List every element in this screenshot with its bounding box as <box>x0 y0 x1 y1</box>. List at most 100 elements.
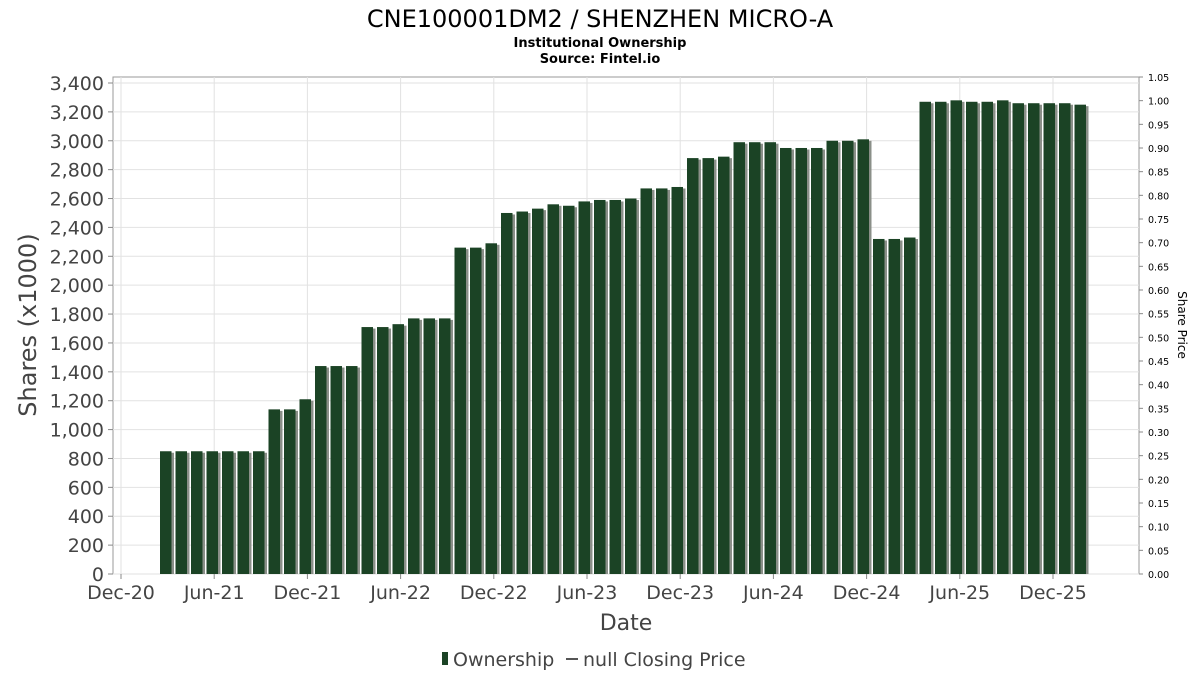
y2-tick-label: 0.10 <box>1148 523 1169 534</box>
ownership-bar <box>175 451 187 574</box>
ownership-bar <box>609 199 621 575</box>
ownership-bar <box>1059 103 1071 574</box>
x-tick-label: Jun-25 <box>928 582 990 604</box>
x-tick-label: Dec-21 <box>273 582 341 604</box>
ownership-bar <box>811 147 823 574</box>
ownership-bar <box>656 188 668 574</box>
ownership-bar <box>392 324 404 574</box>
y-tick-label: 200 <box>68 535 104 557</box>
ownership-bar <box>842 140 854 574</box>
ownership-bar <box>826 140 838 574</box>
ownership-bar <box>408 318 420 574</box>
y2-tick-label: 0.95 <box>1148 120 1169 131</box>
y-tick-label: 800 <box>68 448 104 470</box>
y2-tick-label: 0.80 <box>1148 191 1169 202</box>
y2-tick-label: 0.65 <box>1148 262 1169 273</box>
y-tick-label: 1,800 <box>50 304 104 326</box>
legend-ownership-label: Ownership <box>453 649 554 671</box>
y2-tick-label: 0.75 <box>1148 215 1169 226</box>
y-tick-label: 2,800 <box>50 160 104 182</box>
x-tick-label: Dec-20 <box>87 582 155 604</box>
ownership-bar <box>671 186 683 574</box>
ownership-bar <box>640 188 652 574</box>
bars-group <box>160 100 1089 575</box>
y-tick-label: 2,200 <box>50 246 104 268</box>
ownership-bar <box>764 142 776 575</box>
y-tick-label: 2,600 <box>50 189 104 211</box>
y-tick-label: 3,000 <box>50 131 104 153</box>
y2-tick-label: 0.45 <box>1148 357 1169 368</box>
ownership-bar <box>1012 103 1024 574</box>
ownership-bar <box>330 366 342 574</box>
ownership-bar <box>1043 103 1055 574</box>
x-tick-label: Jun-22 <box>369 582 431 604</box>
ownership-bar <box>795 147 807 574</box>
x-tick-label: Jun-23 <box>556 582 618 604</box>
ownership-bar <box>423 318 435 574</box>
ownership-bar <box>981 101 993 574</box>
y-tick-label: 1,600 <box>50 333 104 355</box>
ownership-bar <box>578 201 590 574</box>
ownership-bar <box>206 451 218 574</box>
ownership-bar <box>299 399 311 574</box>
y2-tick-label: 0.15 <box>1148 499 1169 510</box>
ownership-bar <box>377 327 389 574</box>
y-tick-label: 3,200 <box>50 102 104 124</box>
y-tick-label: 1,200 <box>50 391 104 413</box>
ownership-bar <box>222 451 234 574</box>
ownership-bar <box>966 101 978 574</box>
ownership-bar <box>532 208 544 574</box>
y-tick-label: 2,400 <box>50 217 104 239</box>
ownership-bar <box>888 238 900 574</box>
ownership-bar <box>191 451 203 574</box>
y2-tick-label: 1.05 <box>1148 73 1169 84</box>
y2-tick-label: 0.90 <box>1148 144 1169 155</box>
x-tick-label: Dec-24 <box>833 582 901 604</box>
ownership-bar <box>749 142 761 575</box>
ownership-bar <box>315 366 327 574</box>
y2-tick-label: 0.05 <box>1148 546 1169 557</box>
ownership-bar <box>950 100 962 575</box>
x-axis-label: Date <box>600 611 653 636</box>
y-tick-label: 3,400 <box>50 73 104 95</box>
y-tick-label: 0 <box>92 564 104 586</box>
ownership-bar <box>454 247 466 575</box>
y2-tick-label: 0.25 <box>1148 452 1169 463</box>
ownership-bar <box>857 139 869 574</box>
ownership-bar <box>702 158 714 574</box>
y2-tick-label: 0.40 <box>1148 381 1169 392</box>
x-tick-label: Jun-24 <box>742 582 804 604</box>
y2-axis-label: Share Price <box>1175 291 1189 359</box>
ownership-bar <box>780 147 792 574</box>
y-axis-label: Shares (x1000) <box>14 233 42 416</box>
ownership-bar <box>284 409 296 574</box>
y2-tick-label: 0.70 <box>1148 239 1169 250</box>
ownership-bar <box>361 327 373 574</box>
ownership-bar <box>594 199 606 575</box>
ownership-bar <box>485 243 497 574</box>
ownership-bar <box>625 198 637 574</box>
ownership-bar <box>346 366 358 574</box>
x-tick-label: Dec-23 <box>646 582 714 604</box>
ownership-bar <box>160 451 172 574</box>
y2-tick-label: 0.00 <box>1148 570 1169 581</box>
ownership-bar <box>253 451 265 574</box>
legend-ownership-swatch <box>442 652 448 665</box>
ownership-bar <box>904 237 916 575</box>
x-tick-label: Dec-25 <box>1019 582 1087 604</box>
y2-tick-label: 1.00 <box>1148 97 1169 108</box>
y2-tick-label: 0.50 <box>1148 333 1169 344</box>
ownership-bar <box>718 156 730 574</box>
y2-tick-label: 0.55 <box>1148 310 1169 321</box>
chart-source: Source: Fintel.io <box>540 52 661 67</box>
y-tick-label: 1,400 <box>50 362 104 384</box>
ownership-bar <box>1028 103 1040 574</box>
x-tick-label: Jun-21 <box>183 582 245 604</box>
ownership-bar <box>547 204 559 574</box>
y-tick-label: 2,000 <box>50 275 104 297</box>
legend-price-label: null Closing Price <box>583 649 746 671</box>
ownership-bar <box>873 238 885 574</box>
ownership-bar <box>919 101 931 574</box>
ownership-bar <box>1074 104 1086 574</box>
ownership-bar <box>516 211 528 574</box>
